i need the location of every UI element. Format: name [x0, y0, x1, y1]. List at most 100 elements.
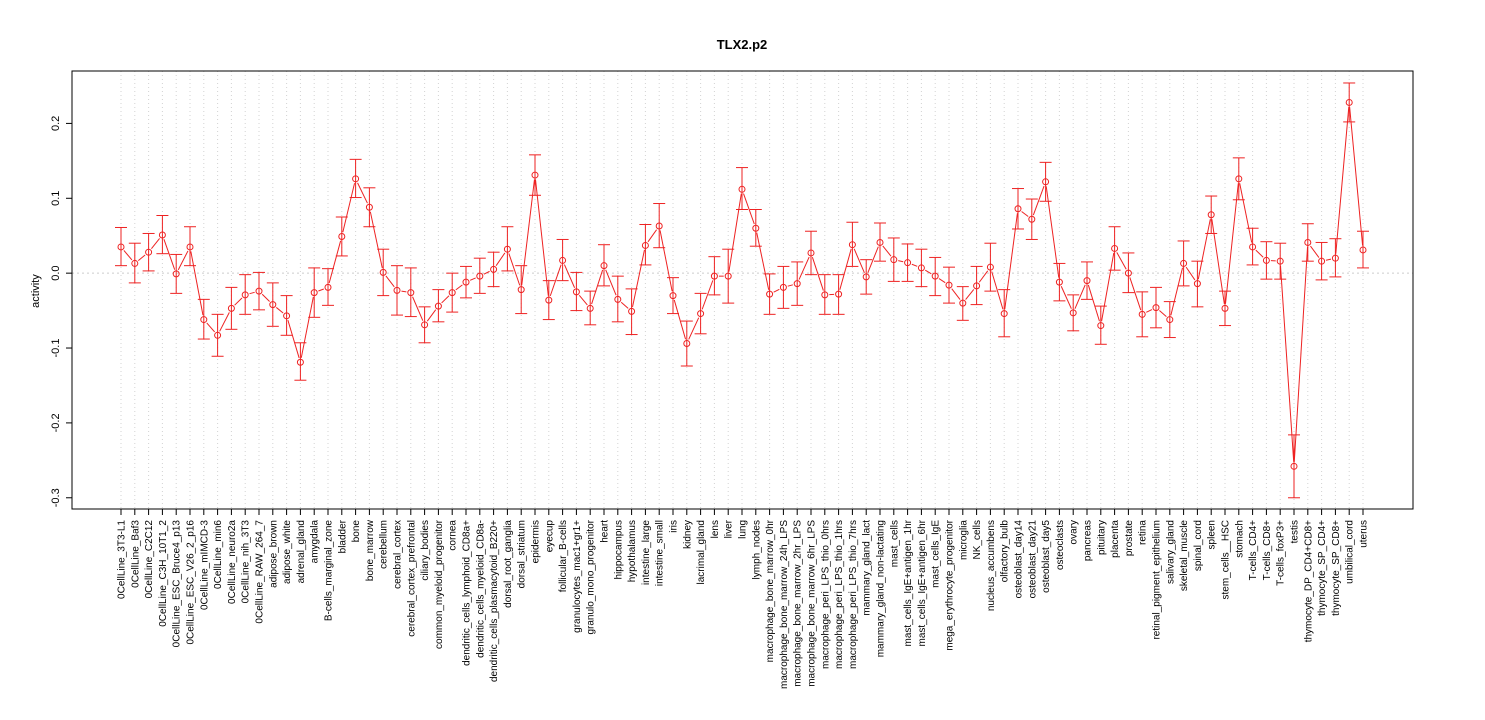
series-segment	[401, 290, 407, 293]
data-point	[448, 289, 456, 297]
x-tick-label: macrophage_bone_marrow_2hr_LPS	[793, 520, 804, 687]
series-segment	[1146, 309, 1153, 313]
x-tick-label: intestine_small	[655, 520, 666, 586]
x-tick-label: lung	[738, 520, 749, 539]
series-segment	[219, 312, 230, 332]
data-point	[324, 283, 332, 291]
series-segment	[300, 296, 314, 358]
series-segment	[495, 252, 506, 266]
data-point	[1304, 238, 1312, 246]
series-segment	[563, 264, 576, 288]
series-segment	[839, 248, 852, 290]
series-segment	[1280, 265, 1295, 462]
series-segment	[455, 284, 463, 291]
x-tick-label: adipose_white	[282, 520, 293, 584]
series-segment	[412, 296, 424, 321]
data-point	[310, 289, 318, 297]
series-segment	[991, 271, 1004, 310]
series-segment	[591, 269, 604, 305]
data-point	[559, 256, 567, 264]
chart-title: TLX2.p2	[717, 37, 768, 52]
series-segment	[1293, 246, 1309, 462]
data-point	[1193, 280, 1201, 288]
x-tick-label: cerebral_cortex_prefrontal	[406, 520, 417, 637]
x-tick-label: umbilical_cord	[1345, 520, 1356, 584]
series-segment	[978, 270, 989, 283]
x-tick-label: macrophage_bone_marrow_24h_LPS	[779, 520, 790, 689]
series-segment	[1170, 267, 1184, 316]
series-segment	[508, 253, 521, 286]
series-segment	[1074, 284, 1086, 309]
series-segment	[249, 291, 255, 295]
series-segment	[951, 288, 961, 300]
series-segment	[1239, 183, 1253, 243]
x-tick-label: testis	[1290, 520, 1301, 543]
data-point	[1235, 175, 1243, 183]
x-tick-label: amygdala	[310, 520, 321, 564]
x-tick-label: ovary	[1069, 520, 1080, 544]
x-tick-label: adrenal_gland	[296, 520, 307, 583]
x-tick-label: 0CellLine_neuro2a	[227, 520, 238, 604]
x-tick-label: dendritic_cells_myeloid_CD8a-	[475, 520, 486, 658]
data-point	[1276, 257, 1284, 265]
x-tick-label: epidermis	[531, 520, 542, 563]
x-tick-label: mega_erythrocyte_progenitor	[945, 519, 956, 650]
x-tick-label: macrophage_peri_LPS_thio_0hrs	[820, 520, 831, 669]
data-point	[876, 238, 884, 246]
x-tick-label: T-cells_CD4+	[1248, 520, 1259, 580]
x-tick-label: bladder	[337, 519, 348, 553]
data-point	[1083, 277, 1091, 285]
series-segment	[1045, 186, 1060, 278]
series-segment	[728, 193, 742, 272]
data-point	[614, 295, 622, 303]
series-segment	[521, 179, 535, 286]
series-segment	[898, 260, 904, 263]
data-point	[628, 307, 636, 315]
x-tick-label: olfactory_bulb	[1000, 520, 1011, 583]
series-segment	[441, 295, 450, 304]
y-axis-label: activity	[30, 274, 42, 308]
data-point	[1207, 211, 1215, 219]
data-point	[1111, 244, 1119, 252]
data-point	[1055, 278, 1063, 286]
x-tick-label: cerebral_cortex	[393, 520, 404, 589]
data-point	[683, 340, 691, 348]
x-tick-label: cerebellum	[379, 520, 390, 569]
data-point	[227, 304, 235, 312]
series-segment	[177, 250, 189, 271]
data-point	[117, 243, 125, 251]
data-point	[945, 281, 953, 289]
x-tick-label: osteoclasts	[1055, 520, 1066, 570]
series-segment	[1310, 245, 1320, 258]
x-tick-label: T-cells_foxP3+	[1276, 520, 1287, 586]
data-point	[848, 241, 856, 249]
series-segment	[342, 183, 356, 233]
x-tick-label: spinal_cord	[1193, 520, 1204, 571]
data-point	[1042, 178, 1050, 186]
series-segment	[938, 278, 946, 284]
data-point	[572, 288, 580, 296]
x-tick-label: skeletal_muscle	[1179, 520, 1190, 592]
x-tick-label: retina	[1138, 520, 1149, 545]
x-tick-label: eyecup	[544, 520, 555, 553]
x-tick-label: T-cells_CD8+	[1262, 520, 1273, 580]
x-tick-label: 0CellLine_3T3-L1	[117, 520, 128, 599]
x-tick-label: ciliary_bodies	[420, 520, 431, 581]
series-segment	[853, 248, 865, 273]
x-tick-label: mammary_gland_non-lactating	[876, 520, 887, 657]
x-tick-label: pancreas	[1083, 520, 1094, 561]
x-tick-label: granulocytes_mac1+gr1+	[572, 520, 583, 633]
series-segment	[357, 182, 368, 204]
series-segment	[1116, 252, 1127, 270]
error-bars	[115, 82, 1369, 499]
x-tick-label: hippocampus	[613, 520, 624, 579]
series-segment	[965, 289, 975, 300]
data-point	[421, 321, 429, 329]
series-segment	[911, 263, 918, 267]
series-segment	[1325, 258, 1332, 261]
data-point	[1028, 215, 1036, 223]
data-point	[807, 249, 815, 257]
x-tick-label: 0CellLine_RAW_264_7	[255, 520, 266, 624]
series-segment	[1335, 106, 1350, 254]
data-point	[1166, 316, 1174, 324]
